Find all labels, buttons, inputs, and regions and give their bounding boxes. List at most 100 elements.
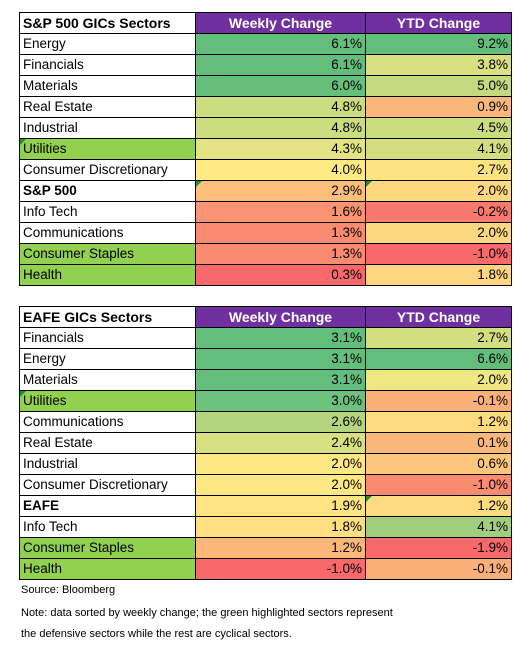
table-row: Health 0.3% 1.8%: [19, 264, 512, 286]
sector-cell-text: Industrial: [23, 456, 78, 471]
table-row: Real Estate 4.8% 0.9%: [19, 96, 512, 118]
sort-note: Note: data sorted by weekly change; the …: [21, 607, 393, 619]
weekly-change-cell: 2.6%: [195, 411, 366, 433]
sector-cell: Energy: [19, 33, 196, 55]
sector-cell-text: Consumer Discretionary: [23, 162, 168, 177]
weekly-change-cell-text: 6.1%: [331, 36, 362, 51]
ytd-change-cell-text: -1.0%: [472, 246, 508, 261]
ytd-change-cell: 4.5%: [365, 117, 512, 139]
sector-cell-text: EAFE: [23, 498, 60, 513]
ytd-change-cell: 4.1%: [365, 138, 512, 160]
ytd-change-cell: 6.6%: [365, 348, 512, 370]
weekly-change-cell-text: 3.1%: [331, 330, 362, 345]
ytd-change-cell-text: 5.0%: [477, 78, 508, 93]
ytd-change-cell: 4.1%: [365, 516, 512, 538]
table-row: Communications 1.3% 2.0%: [19, 222, 512, 244]
table-row: Health -1.0% -0.1%: [19, 558, 512, 580]
ytd-change-cell: 2.0%: [365, 222, 512, 244]
table-row: Financials 6.1% 3.8%: [19, 54, 512, 76]
sector-cell-text: Consumer Staples: [23, 246, 135, 261]
table-row: Utilities 4.3% 4.1%: [19, 138, 512, 160]
weekly-change-cell-text: 1.2%: [331, 540, 362, 555]
weekly-change-cell-text: 6.0%: [331, 78, 362, 93]
sector-cell-text: Utilities: [23, 393, 67, 408]
weekly-change-cell: 6.1%: [195, 33, 366, 55]
weekly-change-cell: 3.1%: [195, 327, 366, 349]
ytd-change-cell-text: 4.5%: [477, 120, 508, 135]
table-title: EAFE GICs Sectors: [19, 306, 196, 328]
ytd-change-cell-text: 2.0%: [477, 225, 508, 240]
table-row: Financials 3.1% 2.7%: [19, 327, 512, 349]
sector-cell-text: Financials: [23, 330, 84, 345]
table-row: Industrial 4.8% 4.5%: [19, 117, 512, 139]
weekly-change-cell: 3.1%: [195, 348, 366, 370]
ytd-change-cell: 5.0%: [365, 75, 512, 97]
ytd-change-cell: 0.1%: [365, 432, 512, 454]
ytd-change-cell-text: 6.6%: [477, 351, 508, 366]
ytd-change-cell: -1.9%: [365, 537, 512, 559]
table-row: Utilities 3.0% -0.1%: [19, 390, 512, 412]
weekly-change-cell-text: -1.0%: [326, 561, 362, 576]
table-row: Consumer Discretionary 4.0% 2.7%: [19, 159, 512, 181]
weekly-change-cell-text: 0.3%: [331, 267, 362, 282]
table-header-row: S&P 500 GICs Sectors Weekly Change YTD C…: [19, 12, 512, 34]
sector-cell: Real Estate: [19, 96, 196, 118]
weekly-change-cell-text: 3.0%: [331, 393, 362, 408]
weekly-change-cell-text: 4.8%: [331, 120, 362, 135]
sector-cell-text: Materials: [23, 372, 78, 387]
ytd-change-cell-text: 1.8%: [477, 267, 508, 282]
table-body: Financials 3.1% 2.7% Energy 3.1% 6.6% Material…: [19, 327, 512, 580]
weekly-change-cell: 2.0%: [195, 453, 366, 475]
weekly-change-cell-text: 4.8%: [331, 99, 362, 114]
weekly-change-cell-text: 2.0%: [331, 456, 362, 471]
weekly-change-cell-text: 1.9%: [331, 498, 362, 513]
ytd-change-cell-text: 2.0%: [477, 372, 508, 387]
ytd-change-cell: -0.1%: [365, 558, 512, 580]
sector-cell-text: Health: [23, 267, 63, 282]
sector-cell-text: Financials: [23, 57, 84, 72]
sector-cell-text: Industrial: [23, 120, 78, 135]
ytd-change-cell-text: 4.1%: [477, 519, 508, 534]
ytd-change-cell-text: 2.7%: [477, 330, 508, 345]
weekly-change-cell: 4.3%: [195, 138, 366, 160]
weekly-change-cell-text: 1.3%: [331, 225, 362, 240]
sector-cell-text: Health: [23, 561, 63, 576]
ytd-change-cell-text: 2.7%: [477, 162, 508, 177]
table-row: Info Tech 1.6% -0.2%: [19, 201, 512, 223]
sector-cell: Energy: [19, 348, 196, 370]
ytd-change-cell-text: -1.0%: [472, 477, 508, 492]
table-row: S&P 500 2.9% 2.0%: [19, 180, 512, 202]
comment-indicator-icon: [366, 496, 372, 502]
sector-cell: Info Tech: [19, 516, 196, 538]
sector-cell: Health: [19, 558, 196, 580]
weekly-change-cell-text: 2.0%: [331, 477, 362, 492]
sp500-sectors-table: S&P 500 GICs Sectors Weekly Change YTD C…: [19, 12, 512, 286]
weekly-change-cell-text: 2.9%: [331, 183, 362, 198]
weekly-change-cell-text: 1.8%: [331, 519, 362, 534]
sector-cell-text: Consumer Discretionary: [23, 477, 168, 492]
sector-cell-text: Communications: [23, 414, 124, 429]
sector-cell: Materials: [19, 369, 196, 391]
weekly-change-cell: 1.8%: [195, 516, 366, 538]
table-row: Consumer Discretionary 2.0% -1.0%: [19, 474, 512, 496]
sector-cell-text: Energy: [23, 351, 66, 366]
comment-indicator-icon: [20, 391, 26, 397]
sector-cell: Financials: [19, 54, 196, 76]
ytd-change-cell-text: -1.9%: [472, 540, 508, 555]
ytd-change-cell: 2.7%: [365, 327, 512, 349]
sector-cell: Consumer Staples: [19, 243, 196, 265]
sector-cell: Health: [19, 264, 196, 286]
ytd-change-cell: 1.2%: [365, 495, 512, 517]
weekly-change-cell: -1.0%: [195, 558, 366, 580]
source-note: Source: Bloomberg: [21, 584, 116, 596]
ytd-change-cell: -1.0%: [365, 243, 512, 265]
sector-cell: Consumer Staples: [19, 537, 196, 559]
weekly-change-cell: 2.4%: [195, 432, 366, 454]
ytd-change-cell-text: 3.8%: [477, 57, 508, 72]
weekly-change-cell-text: 4.0%: [331, 162, 362, 177]
weekly-change-cell: 6.0%: [195, 75, 366, 97]
table-row: EAFE 1.9% 1.2%: [19, 495, 512, 517]
table-row: Info Tech 1.8% 4.1%: [19, 516, 512, 538]
ytd-change-cell: -1.0%: [365, 474, 512, 496]
table-row: Real Estate 2.4% 0.1%: [19, 432, 512, 454]
